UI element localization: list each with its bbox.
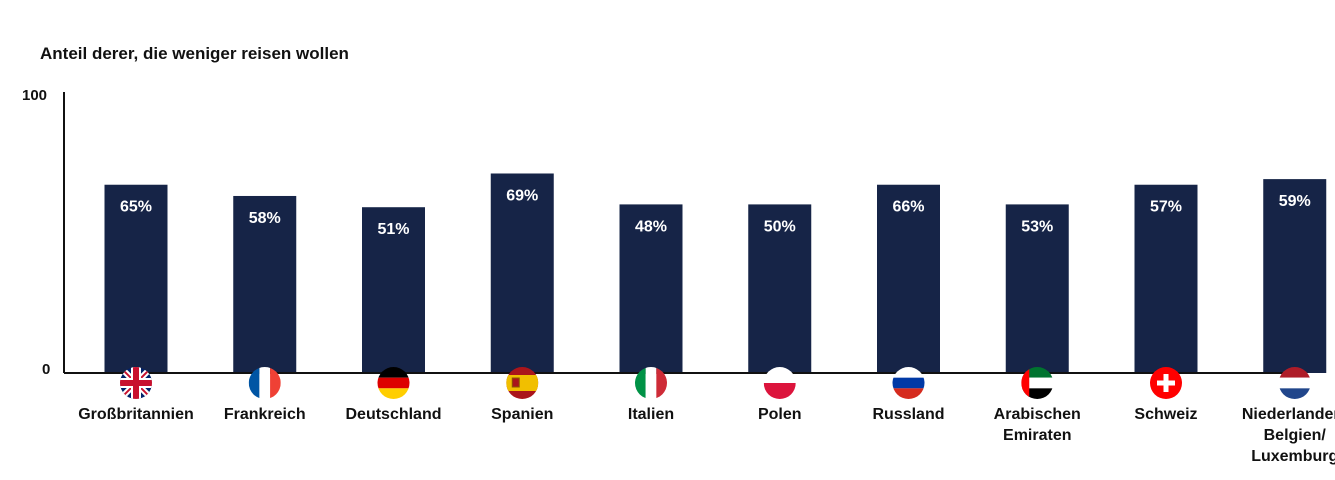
russia-flag-icon	[892, 367, 925, 399]
bar-value-label: 48%	[635, 218, 667, 235]
spain-flag-icon	[506, 367, 539, 399]
category-label: Frankreich	[224, 406, 306, 423]
switzerland-flag-icon	[1150, 367, 1182, 399]
poland-flag-icon	[763, 367, 796, 399]
bar-value-label: 51%	[377, 221, 409, 238]
y-tick-label-max: 100	[22, 87, 48, 104]
bar	[104, 184, 168, 373]
category-label: Arabischen Emiraten	[994, 406, 1081, 444]
bar	[619, 204, 683, 373]
bar	[1005, 204, 1069, 373]
bar-value-label: 65%	[120, 199, 152, 216]
category-label: Italien	[628, 406, 674, 423]
bar-value-label: 53%	[1021, 218, 1053, 235]
category-label: Russland	[872, 406, 944, 423]
bar	[233, 195, 297, 373]
y-tick-label-min: 0	[42, 361, 51, 378]
category-label: Großbritannien	[78, 406, 194, 423]
bar-value-label: 66%	[892, 199, 924, 216]
france-flag-icon	[248, 367, 281, 399]
category-label: Polen	[758, 406, 802, 423]
bar	[362, 207, 425, 373]
category-label: Deutschland	[345, 406, 441, 423]
bar-value-label: 57%	[1150, 199, 1182, 216]
bar-value-label: 59%	[1279, 193, 1311, 210]
italy-flag-icon	[635, 367, 667, 399]
bar	[877, 184, 940, 373]
bar-value-label: 58%	[249, 210, 281, 227]
bar-value-label: 50%	[764, 218, 796, 235]
category-label: Niederlanden/Belgien/Luxemburg	[1242, 406, 1335, 465]
uae-flag-icon	[1021, 367, 1054, 399]
bar	[1134, 184, 1198, 373]
netherlands-flag-icon	[1278, 367, 1311, 399]
chart-title: Anteil derer, die weniger reisen wollen	[40, 44, 349, 63]
germany-flag-icon	[377, 367, 410, 399]
category-label: Schweiz	[1134, 406, 1197, 423]
bar	[1263, 179, 1327, 373]
category-label: Spanien	[491, 406, 553, 423]
bar	[490, 173, 554, 373]
bar-value-label: 69%	[506, 187, 538, 204]
bar	[748, 204, 812, 373]
uk-flag-icon	[120, 367, 152, 399]
